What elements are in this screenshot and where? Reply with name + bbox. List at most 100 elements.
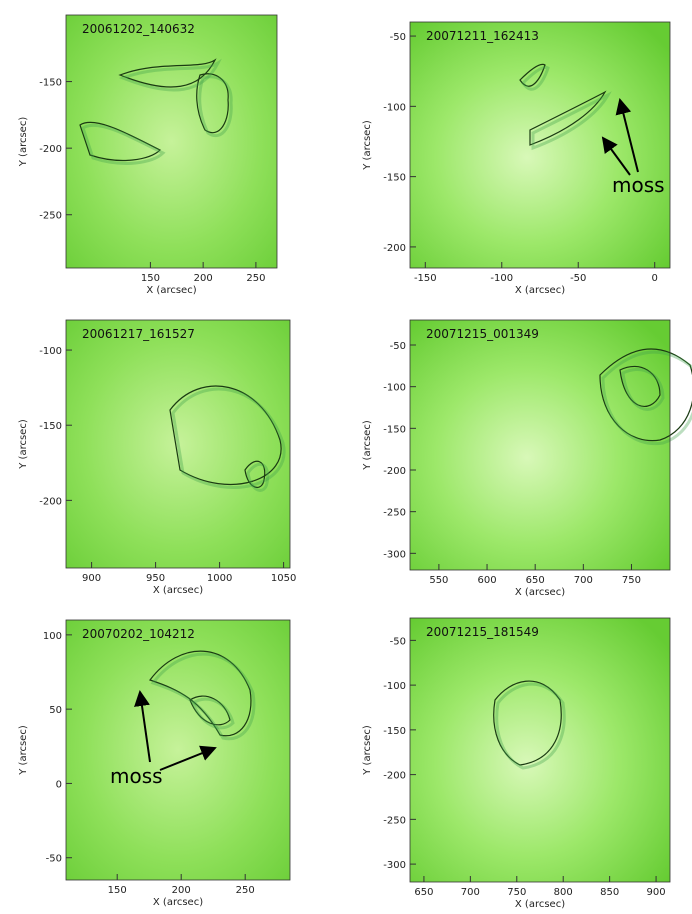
y-tick-label: -200 <box>383 771 406 782</box>
x-axis-label: X (arcsec) <box>153 897 203 908</box>
moss-contour <box>191 697 235 730</box>
panel-title: 20071215_181549 <box>426 625 539 639</box>
y-tick-label: -50 <box>46 854 62 865</box>
solar-image <box>410 22 670 268</box>
panel: 20061217_161527 900 950 1000 1050 -100 -150 -20… <box>18 319 296 596</box>
contour <box>619 365 661 407</box>
x-tick-label: 900 <box>647 887 666 898</box>
annotation: moss <box>110 764 163 788</box>
y-tick-label: -50 <box>390 636 406 647</box>
contour <box>196 73 229 134</box>
y-tick-label: -250 <box>383 815 406 826</box>
x-axis-label: X (arcsec) <box>153 585 203 596</box>
x-tick-label: 0 <box>652 273 658 284</box>
contour <box>79 121 162 161</box>
y-tick-label: -50 <box>390 341 406 352</box>
y-tick-label: -150 <box>39 78 62 89</box>
y-axis-label: Y (arcsec) <box>18 117 29 168</box>
arrow <box>615 98 639 173</box>
contour <box>169 385 282 485</box>
x-tick-label: 750 <box>622 575 641 586</box>
moss-contour <box>621 367 665 411</box>
x-tick-label: -50 <box>570 273 586 284</box>
panel: 20071215_001349 550 600 650 700 750 -50 -100 -15… <box>362 319 692 598</box>
y-axis-label: Y (arcsec) <box>18 725 29 776</box>
y-tick-label: -150 <box>383 424 406 435</box>
x-tick-label: 250 <box>246 273 265 284</box>
x-tick-label: 850 <box>600 887 619 898</box>
contour <box>189 695 231 726</box>
moss-contour <box>246 462 270 492</box>
y-tick-label: -200 <box>383 243 406 254</box>
x-tick-label: 750 <box>507 887 526 898</box>
y-tick-label: -100 <box>383 102 406 113</box>
moss-contour <box>81 123 166 165</box>
frame <box>65 14 278 269</box>
x-tick-label: 550 <box>429 575 448 586</box>
x-axis-label: X (arcsec) <box>515 587 565 598</box>
y-tick-label: -200 <box>39 496 62 507</box>
x-tick-label: 700 <box>461 887 480 898</box>
y-tick-label: -150 <box>383 173 406 184</box>
frame <box>409 21 671 269</box>
x-tick-label: 150 <box>108 885 127 896</box>
y-tick-label: -250 <box>383 508 406 519</box>
y-tick-label: -200 <box>39 144 62 155</box>
y-tick-label: -300 <box>383 549 406 560</box>
solar-image <box>66 320 290 568</box>
y-tick-label: 100 <box>43 631 62 642</box>
solar-image <box>410 618 670 882</box>
x-tick-label: -100 <box>490 273 513 284</box>
x-axis-label: X (arcsec) <box>515 285 565 296</box>
contour <box>519 63 546 87</box>
arrow <box>134 690 151 763</box>
panel: 20071215_181549 650 700 750 800 850 900 -50 -100… <box>362 617 671 910</box>
y-axis-label: Y (arcsec) <box>362 725 373 776</box>
panel-title: 20071215_001349 <box>426 327 539 341</box>
x-axis-label: X (arcsec) <box>515 899 565 910</box>
x-tick-label: 150 <box>141 273 160 284</box>
x-tick-label: 950 <box>146 573 165 584</box>
x-axis-label: X (arcsec) <box>146 285 196 296</box>
contour <box>244 460 266 488</box>
annotation: moss <box>612 173 665 197</box>
x-tick-label: 200 <box>194 273 213 284</box>
contour <box>118 58 217 88</box>
y-tick-label: -100 <box>39 346 62 357</box>
y-tick-label: 0 <box>56 779 62 790</box>
frame <box>409 319 671 571</box>
x-tick-label: -150 <box>414 273 437 284</box>
moss-contour <box>198 75 233 137</box>
y-tick-label: 50 <box>49 705 62 716</box>
y-tick-label: -150 <box>383 726 406 737</box>
y-tick-label: -150 <box>39 421 62 432</box>
moss-contour <box>171 387 286 489</box>
y-axis-label: Y (arcsec) <box>362 120 373 171</box>
moss-contour <box>521 65 550 91</box>
moss-contour <box>150 652 256 741</box>
y-axis-label: Y (arcsec) <box>18 419 29 470</box>
x-tick-label: 250 <box>236 885 255 896</box>
x-tick-label: 900 <box>82 573 101 584</box>
moss-contour <box>495 682 566 770</box>
moss-contour <box>118 58 222 92</box>
y-tick-label: -50 <box>390 32 406 43</box>
arrow <box>159 745 217 771</box>
contour <box>529 90 607 146</box>
panel: 20061202_140632 150 200 250 -150 -200 -250 X (a… <box>18 14 278 296</box>
x-tick-label: 1000 <box>207 573 232 584</box>
panel: 20071211_162413 -150 -100 -50 0 -50 -100 -150 -2… <box>362 21 671 296</box>
contour <box>493 680 562 766</box>
y-tick-label: -200 <box>383 466 406 477</box>
frame <box>65 319 291 569</box>
y-tick-label: -250 <box>39 211 62 222</box>
x-tick-label: 1050 <box>271 573 296 584</box>
x-tick-label: 800 <box>554 887 573 898</box>
panel-title: 20071211_162413 <box>426 29 539 43</box>
arrow <box>601 136 631 176</box>
contour <box>599 348 692 442</box>
solar-image <box>410 320 670 570</box>
x-tick-label: 600 <box>477 575 496 586</box>
panel: 20070202_104212 150 200 250 100 50 0 -50 X (arcs… <box>18 619 291 908</box>
